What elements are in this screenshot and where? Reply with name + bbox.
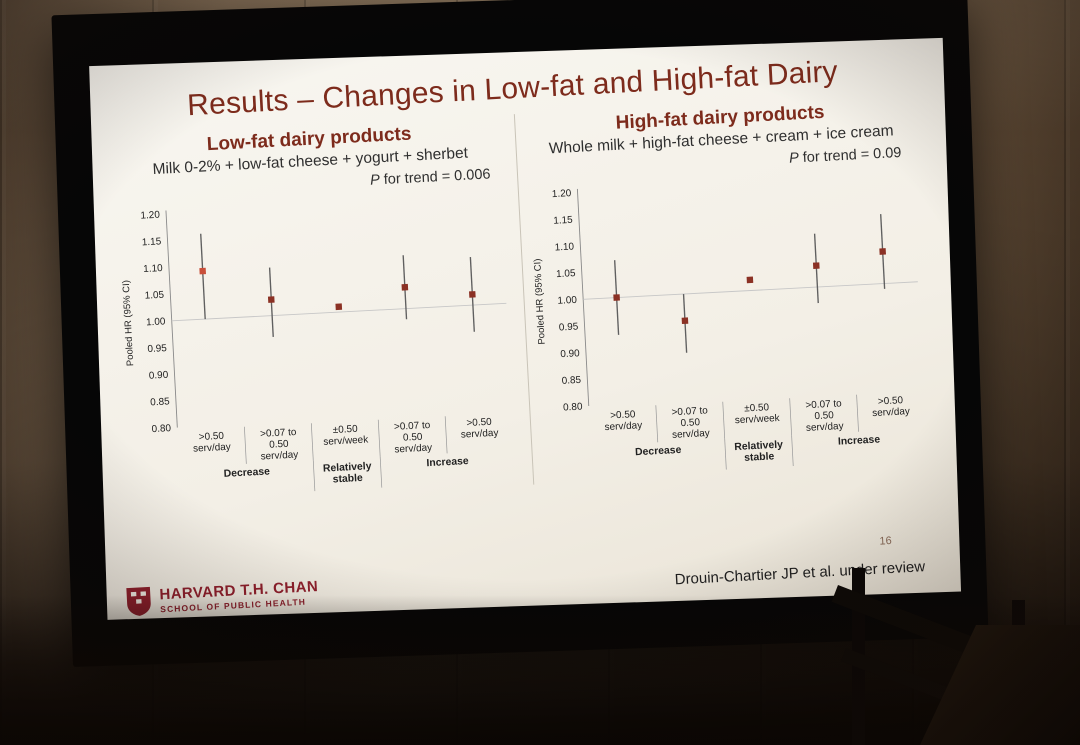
svg-text:±0.50: ±0.50 [333, 424, 359, 436]
harvard-chan-logo: HARVARD T.H. CHAN SCHOOL OF PUBLIC HEALT… [125, 577, 319, 617]
svg-text:>0.07 to: >0.07 to [805, 398, 842, 411]
svg-text:1.10: 1.10 [554, 241, 574, 253]
svg-text:serv/day: serv/day [872, 406, 910, 419]
svg-text:serv/day: serv/day [805, 421, 843, 434]
slide-content: Results – Changes in Low-fat and High-fa… [89, 38, 961, 620]
svg-text:serv/day: serv/day [193, 442, 231, 455]
svg-text:0.80: 0.80 [562, 402, 582, 414]
svg-text:>0.07 to: >0.07 to [394, 420, 431, 433]
svg-text:>0.50: >0.50 [609, 409, 635, 421]
page-number: 16 [879, 534, 893, 548]
projector-screen-frame: Results – Changes in Low-fat and High-fa… [51, 0, 989, 668]
svg-text:0.85: 0.85 [561, 375, 581, 387]
harvard-shield-icon [126, 586, 151, 616]
chart-panels: Low-fat dairy products Milk 0-2% + low-f… [103, 92, 944, 507]
high-fat-forest-plot: Pooled HR (95% CI) 1.20 1.15 1.10 1.05 1.00 0.… [532, 188, 918, 470]
low-fat-forest-plot: Pooled HR (95% CI) 1.20 1.15 1.10 1.05 1.00 0.… [121, 210, 507, 492]
svg-text:serv/day: serv/day [260, 450, 298, 463]
svg-text:Pooled HR (95% CI): Pooled HR (95% CI) [532, 258, 547, 345]
svg-text:0.95: 0.95 [558, 321, 578, 333]
svg-text:Decrease: Decrease [634, 445, 681, 458]
svg-text:1.05: 1.05 [144, 290, 164, 302]
slide-footer: HARVARD T.H. CHAN SCHOOL OF PUBLIC HEALT… [125, 534, 952, 620]
svg-text:Pooled HR (95% CI): Pooled HR (95% CI) [121, 280, 136, 367]
svg-text:1.20: 1.20 [140, 210, 160, 222]
svg-text:>0.07 to: >0.07 to [671, 405, 708, 418]
svg-text:serv/day: serv/day [394, 443, 432, 456]
svg-text:0.95: 0.95 [147, 343, 167, 355]
brand-text: HARVARD T.H. CHAN SCHOOL OF PUBLIC HEALT… [159, 578, 319, 614]
svg-text:Increase: Increase [426, 456, 469, 469]
panel-low-fat-dairy: Low-fat dairy products Milk 0-2% + low-f… [103, 114, 532, 506]
svg-text:serv/day: serv/day [461, 428, 499, 441]
svg-text:serv/week: serv/week [323, 435, 368, 448]
svg-text:0.50: 0.50 [814, 410, 834, 422]
svg-text:1.15: 1.15 [142, 236, 162, 248]
svg-text:stable: stable [332, 473, 363, 486]
svg-text:1.00: 1.00 [146, 316, 166, 328]
svg-text:Relatively: Relatively [734, 440, 783, 454]
svg-text:stable: stable [743, 451, 774, 464]
svg-text:>0.50: >0.50 [877, 395, 903, 407]
svg-text:0.90: 0.90 [560, 348, 580, 360]
svg-text:1.10: 1.10 [143, 263, 163, 275]
panel-high-fat-dairy: High-fat dairy products Whole milk + hig… [513, 92, 944, 486]
svg-text:Relatively: Relatively [323, 461, 372, 475]
svg-text:1.20: 1.20 [551, 188, 571, 200]
svg-text:Increase: Increase [837, 434, 880, 447]
svg-text:1.15: 1.15 [553, 215, 573, 227]
svg-text:Decrease: Decrease [223, 466, 270, 479]
svg-text:>0.07 to: >0.07 to [260, 427, 297, 440]
slide: Results – Changes in Low-fat and High-fa… [89, 37, 962, 620]
svg-text:>0.50: >0.50 [199, 431, 225, 443]
svg-text:0.90: 0.90 [149, 370, 169, 382]
svg-text:1.00: 1.00 [557, 295, 577, 307]
svg-text:serv/day: serv/day [671, 428, 709, 441]
svg-text:0.50: 0.50 [680, 417, 700, 429]
svg-text:0.85: 0.85 [150, 396, 170, 408]
svg-text:serv/day: serv/day [604, 420, 642, 433]
svg-text:0.50: 0.50 [403, 432, 423, 444]
svg-text:>0.50: >0.50 [466, 417, 492, 429]
svg-text:1.05: 1.05 [555, 268, 575, 280]
svg-text:0.80: 0.80 [151, 423, 171, 435]
svg-text:±0.50: ±0.50 [743, 402, 769, 414]
svg-text:0.50: 0.50 [269, 439, 289, 451]
citation: Drouin-Chartier JP et al. under review [674, 558, 926, 589]
svg-text:serv/week: serv/week [734, 413, 779, 426]
